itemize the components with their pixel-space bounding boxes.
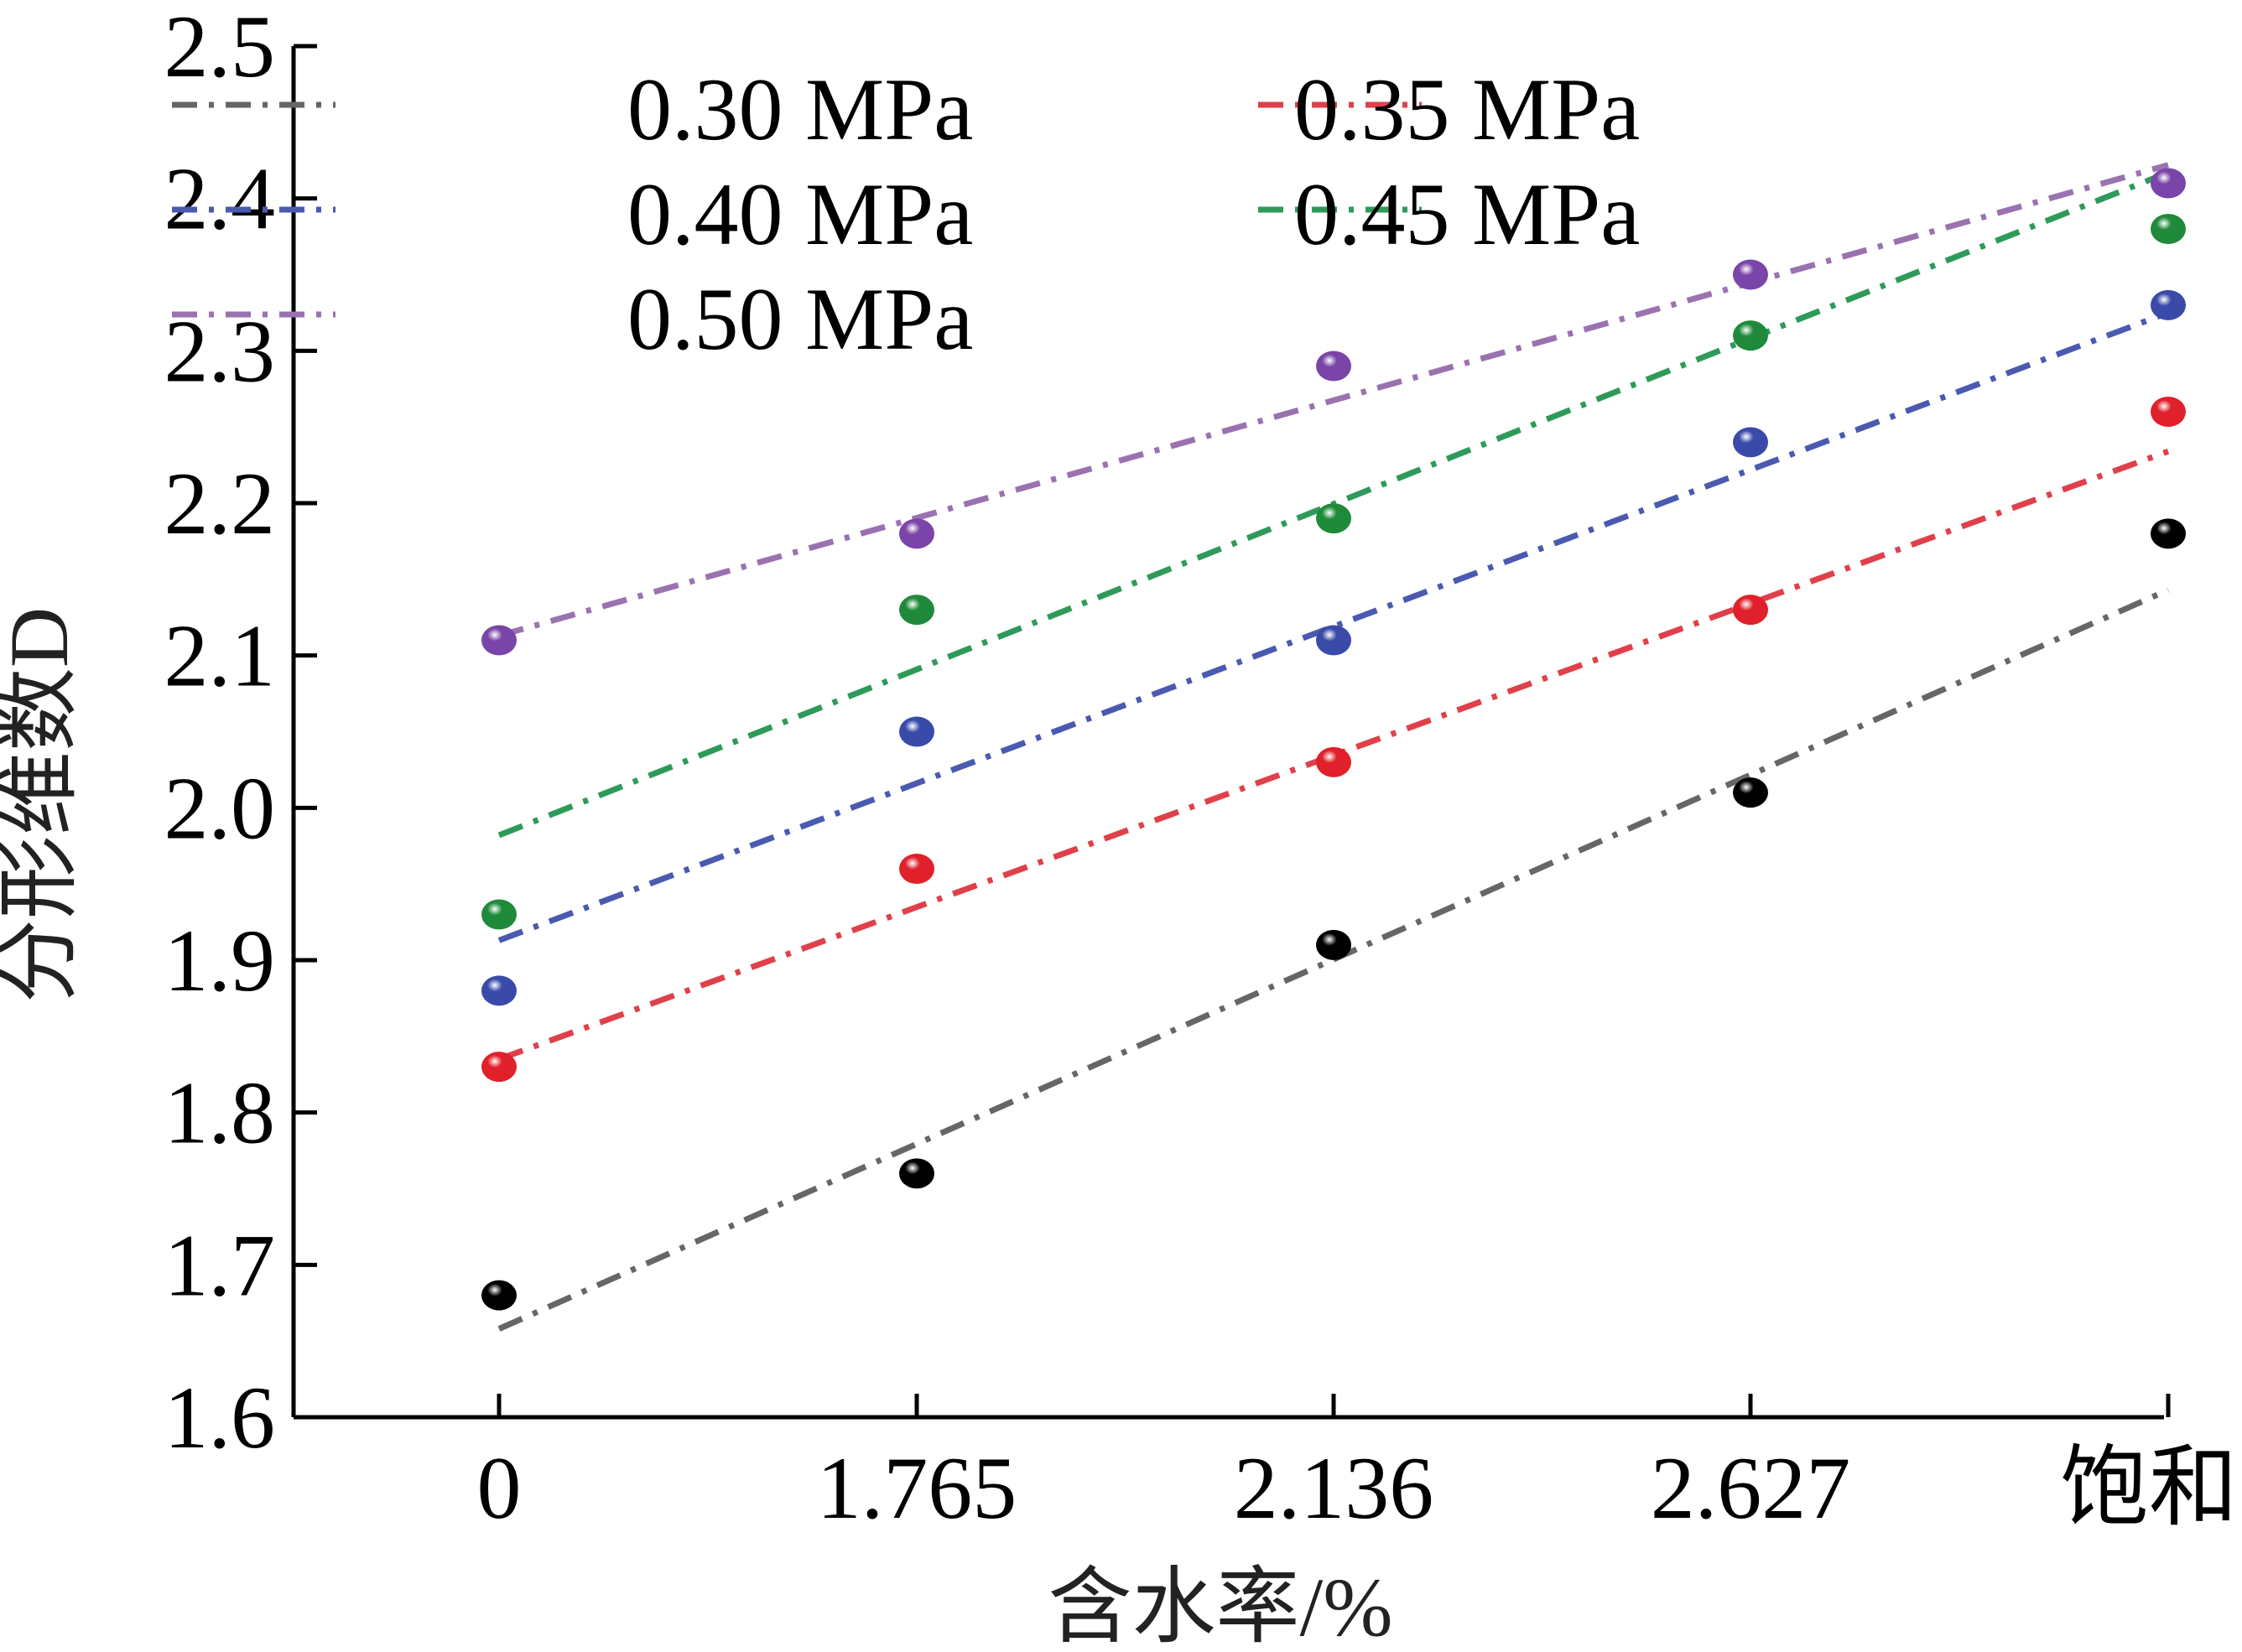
point-s0-1 — [899, 1158, 934, 1189]
point-s3-0 — [481, 899, 517, 930]
y-tick-label-9: 2.5 — [164, 0, 276, 96]
legend-label-0: 0.30 MPa — [627, 60, 973, 158]
point-s3-1 — [899, 595, 934, 626]
legend-label-4: 0.50 MPa — [627, 270, 973, 368]
y-tick-label-2: 1.8 — [164, 1064, 276, 1162]
x-tick-label-2: 2.136 — [1234, 1439, 1434, 1537]
point-s0-3 — [1733, 777, 1768, 808]
axes: 1.6 1.7 1.8 1.9 2.0 2.1 2.2 2.3 2.4 2.5 0 1.765 2.13… — [164, 0, 2239, 1537]
y-tick-label-0: 1.6 — [164, 1369, 276, 1467]
point-s2-3 — [1733, 427, 1768, 458]
point-s0-2 — [1316, 929, 1351, 960]
x-axis-title: 含水率/% — [1048, 1561, 1392, 1652]
point-s4-0 — [481, 625, 517, 656]
point-s4-4 — [2151, 168, 2186, 199]
point-s0-0 — [481, 1280, 517, 1311]
point-s1-2 — [1316, 746, 1351, 777]
point-s1-3 — [1733, 595, 1768, 626]
point-s4-3 — [1733, 259, 1768, 290]
point-s4-2 — [1316, 351, 1351, 382]
point-s1-1 — [899, 854, 934, 884]
y-tick-label-4: 2.0 — [164, 759, 276, 857]
point-s1-0 — [481, 1052, 517, 1083]
legend-label-1: 0.35 MPa — [1294, 60, 1640, 158]
y-tick-label-1: 1.7 — [164, 1216, 276, 1314]
legend: 0.30 MPa 0.35 MPa 0.40 MPa 0.45 MPa 0.50 MPa — [172, 60, 1640, 368]
point-s1-4 — [2151, 397, 2186, 427]
point-s2-0 — [481, 975, 517, 1006]
point-s2-4 — [2151, 289, 2186, 320]
point-s2-2 — [1316, 625, 1351, 656]
legend-label-3: 0.45 MPa — [1294, 165, 1640, 263]
legend-label-2: 0.40 MPa — [627, 165, 973, 263]
data-points — [481, 168, 2186, 1311]
point-s3-2 — [1316, 503, 1351, 534]
x-tick-label-3: 2.627 — [1651, 1439, 1851, 1537]
y-axis-title: 分形维数D — [0, 607, 86, 1003]
y-tick-label-7: 2.3 — [164, 302, 276, 400]
y-tick-label-6: 2.2 — [164, 455, 276, 553]
x-tick-label-0: 0 — [477, 1439, 522, 1537]
point-s4-1 — [899, 518, 934, 549]
y-tick-label-5: 2.1 — [164, 607, 276, 705]
x-tick-label-1: 1.765 — [817, 1439, 1017, 1537]
x-tick-label-4: 饱和 — [2060, 1439, 2238, 1537]
point-s3-3 — [1733, 320, 1768, 351]
point-s0-4 — [2151, 518, 2186, 549]
point-s2-1 — [899, 716, 934, 747]
fit-line-4 — [498, 162, 2169, 639]
y-tick-label-3: 1.9 — [164, 912, 276, 1010]
point-s3-4 — [2151, 214, 2186, 244]
y-tick-label-8: 2.4 — [164, 150, 276, 248]
